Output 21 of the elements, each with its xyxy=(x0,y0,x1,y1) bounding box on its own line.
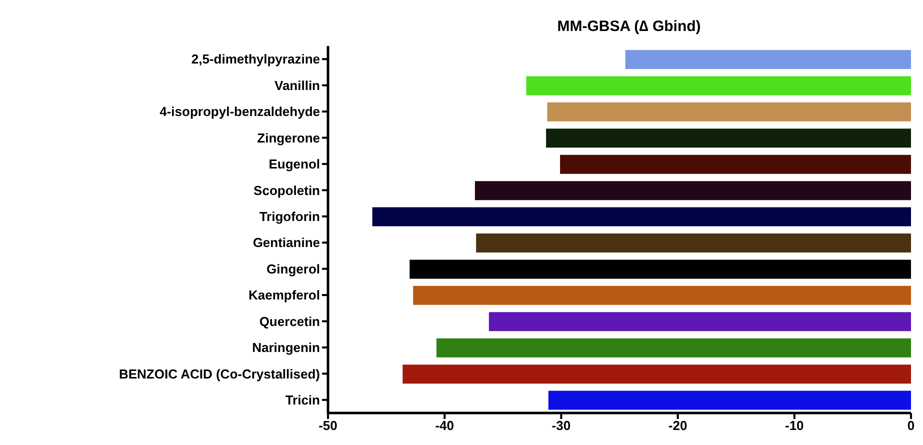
x-tick-label: -30 xyxy=(552,418,571,434)
y-tick-label: Trigoforin xyxy=(259,209,320,224)
y-tick-label: Tricin xyxy=(285,392,320,408)
y-tick-label: Gingerol xyxy=(266,261,320,276)
y-tick-label: Zingerone xyxy=(257,130,320,146)
y-tick-label: Vanillin xyxy=(274,78,320,93)
y-tick-label: 2,5-dimethylpyrazine xyxy=(191,52,320,67)
y-tick-label: Eugenol xyxy=(268,156,320,172)
y-tick-label: 4-isopropyl-benzaldehyde xyxy=(160,104,320,120)
y-tick-label: Quercetin xyxy=(259,314,320,329)
x-tick-label: -10 xyxy=(785,418,804,434)
y-tick-label: BENZOIC ACID (Co-Crystallised) xyxy=(118,366,320,382)
y-tick-label: Scopoletin xyxy=(254,182,320,198)
x-tick-label: -40 xyxy=(435,418,454,434)
x-tick-label: 0 xyxy=(907,418,915,434)
x-tick-label: -20 xyxy=(668,418,688,434)
y-tick-label: Kaempferol xyxy=(248,288,320,303)
x-tick-label: -50 xyxy=(318,418,338,434)
y-tick-label: Gentianine xyxy=(252,235,320,250)
chart-title: MM-GBSA (∆ Gbind) xyxy=(556,18,702,35)
y-tick-label: Naringenin xyxy=(252,340,320,356)
